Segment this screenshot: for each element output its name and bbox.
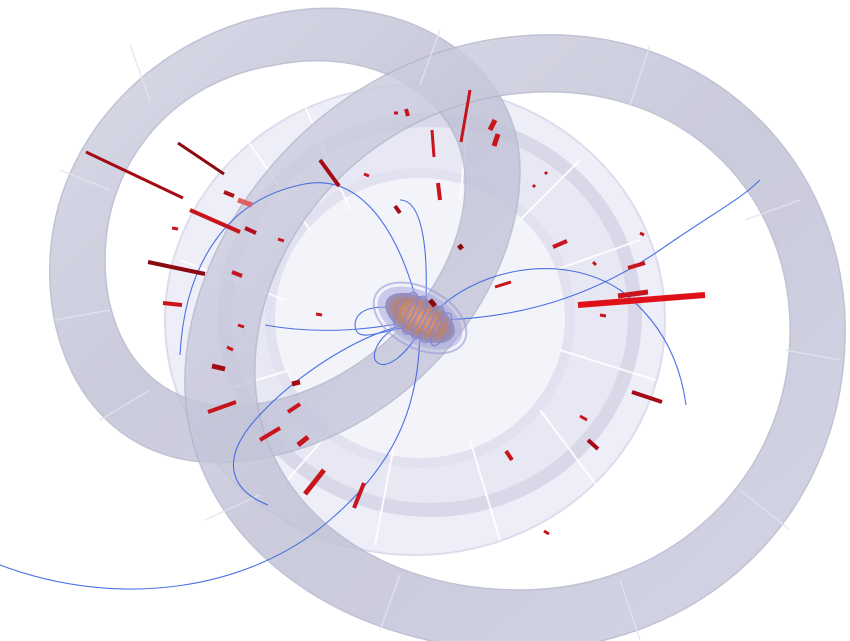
ring-facets [54,29,841,641]
track-7 [0,324,421,590]
outer-ring-right [184,34,846,641]
track-4 [429,179,761,321]
central-hit [428,298,437,308]
central-tracker [372,281,468,355]
particle-tracks [0,179,761,590]
track-1 [179,182,421,356]
track-5 [429,268,687,406]
track-6 [232,321,421,506]
energy-deposits [85,89,706,536]
